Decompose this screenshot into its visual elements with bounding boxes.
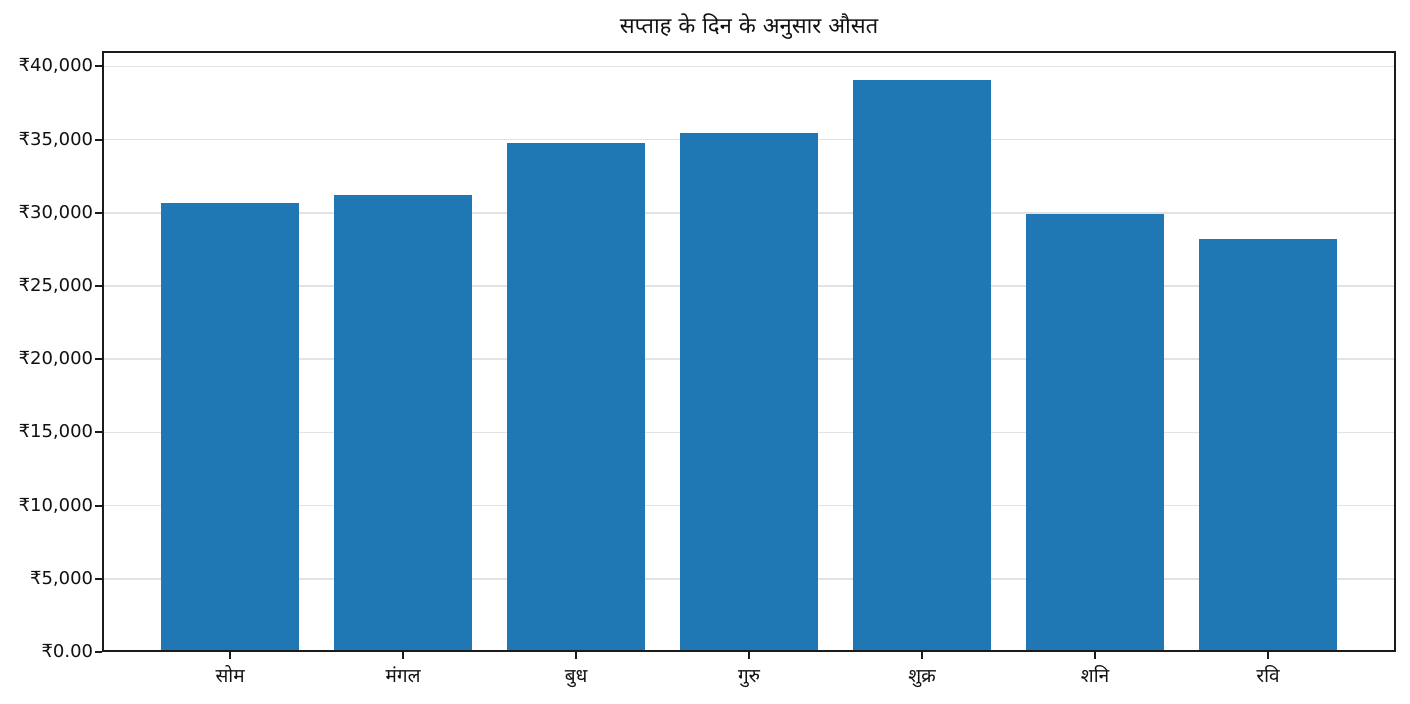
y-tick-label: ₹10,000 bbox=[18, 494, 93, 516]
y-tick-mark bbox=[95, 65, 102, 68]
y-tick-mark bbox=[95, 358, 102, 361]
bar-tuesday bbox=[333, 194, 473, 650]
y-tick-label: ₹20,000 bbox=[18, 348, 93, 370]
y-tick-label: ₹30,000 bbox=[18, 201, 93, 223]
y-tick-mark bbox=[95, 504, 102, 507]
plot-area bbox=[102, 51, 1396, 652]
x-tick-label-monday: सोम bbox=[215, 665, 245, 687]
x-tick-label-friday: शुक्र bbox=[908, 665, 936, 687]
y-tick-label: ₹15,000 bbox=[18, 421, 93, 443]
x-tick-label-tuesday: मंगल bbox=[385, 665, 421, 687]
y-tick-label: ₹40,000 bbox=[18, 55, 93, 77]
bar-friday bbox=[852, 80, 992, 650]
chart-title: सप्ताह के दिन के अनुसार औसत bbox=[619, 14, 879, 39]
bar-monday bbox=[160, 203, 300, 650]
y-tick-mark bbox=[95, 284, 102, 287]
gridline bbox=[104, 65, 1394, 68]
x-tick-mark bbox=[1266, 652, 1269, 659]
y-tick-label: ₹25,000 bbox=[18, 274, 93, 296]
y-tick-label: ₹5,000 bbox=[30, 567, 93, 589]
x-tick-mark bbox=[229, 652, 232, 659]
y-tick-label: ₹0.00 bbox=[41, 641, 93, 662]
x-tick-mark bbox=[920, 652, 923, 659]
x-tick-mark bbox=[748, 652, 750, 659]
x-tick-label-thursday: गुरु bbox=[737, 665, 761, 687]
y-tick-mark bbox=[95, 651, 102, 653]
y-tick-label: ₹35,000 bbox=[18, 128, 93, 150]
y-tick-mark bbox=[95, 431, 102, 434]
x-tick-mark bbox=[1093, 652, 1096, 659]
bar-saturday bbox=[1025, 213, 1165, 650]
y-tick-mark bbox=[95, 577, 102, 580]
x-tick-mark bbox=[402, 652, 404, 659]
x-tick-label-saturday: शनि bbox=[1080, 665, 1110, 687]
x-tick-label-sunday: रवि bbox=[1256, 665, 1280, 687]
y-tick-mark bbox=[95, 138, 102, 141]
bar-sunday bbox=[1198, 238, 1338, 650]
y-tick-mark bbox=[95, 211, 102, 214]
bar-wednesday bbox=[506, 143, 646, 650]
x-tick-mark bbox=[575, 652, 577, 659]
bar-thursday bbox=[679, 133, 819, 650]
x-tick-label-wednesday: बुध bbox=[564, 665, 588, 687]
